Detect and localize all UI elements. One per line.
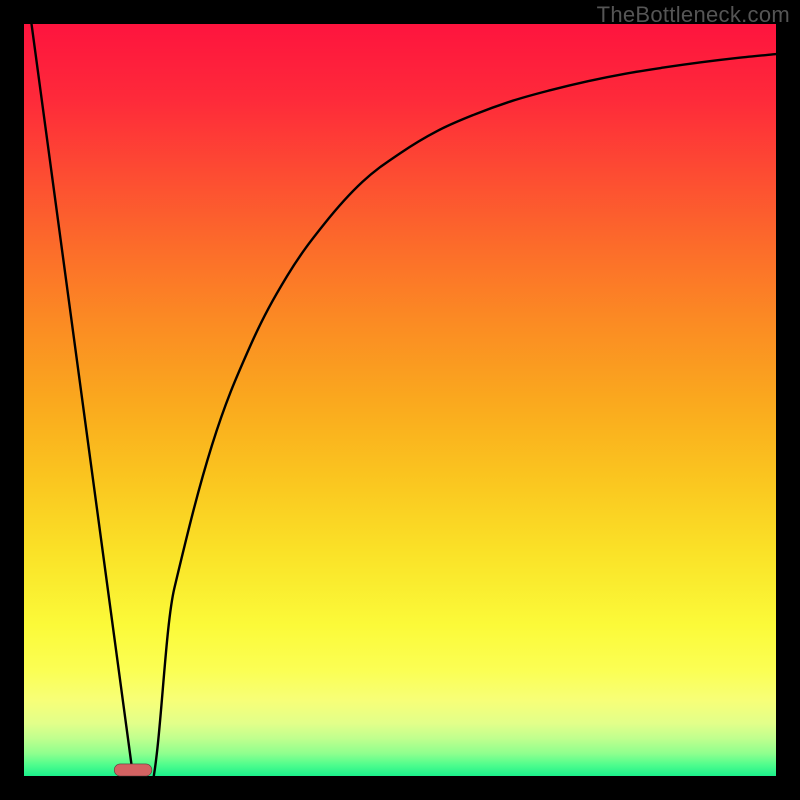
watermark-text: TheBottleneck.com — [597, 2, 790, 28]
plot-background — [24, 24, 776, 776]
chart-container: TheBottleneck.com — [0, 0, 800, 800]
bottleneck-chart — [0, 0, 800, 800]
optimal-marker — [114, 764, 152, 776]
